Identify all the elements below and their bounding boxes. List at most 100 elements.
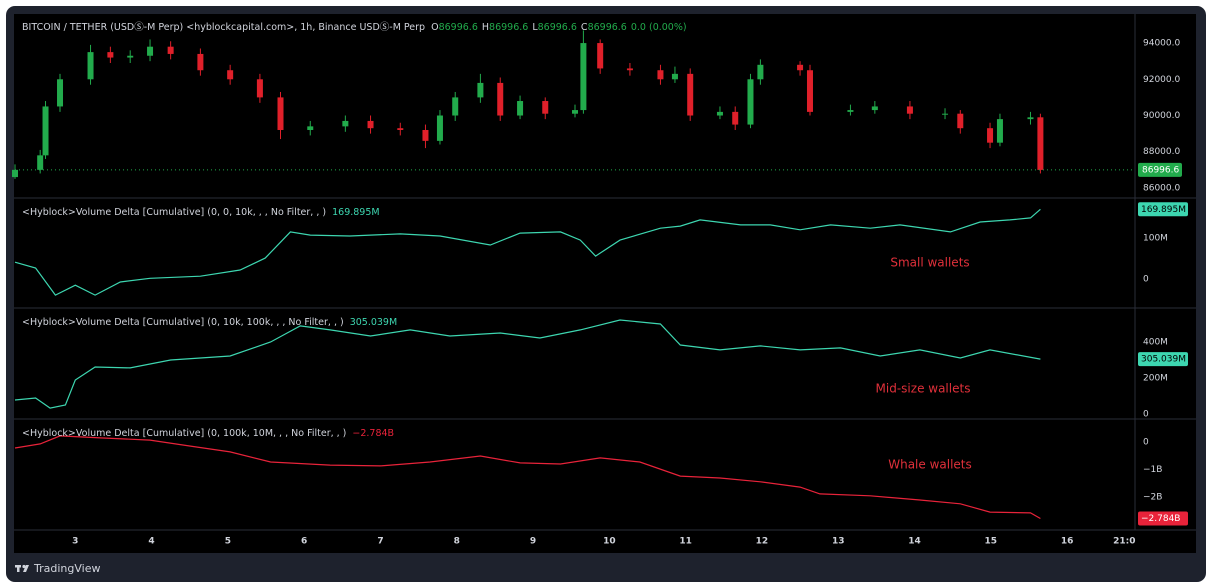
legend-header: BITCOIN / TETHER (USDⓈ-M Perp) <hyblockc… (22, 22, 687, 33)
legend-header: <Hyblock>Volume Delta [Cumulative] (0, 0… (22, 207, 380, 218)
candle-body (797, 64, 804, 71)
legend-value: 305.039M (350, 317, 397, 328)
legend-header: <Hyblock>Volume Delta [Cumulative] (0, 1… (22, 428, 394, 439)
readout-key: L (532, 22, 538, 33)
last-price-label: 86996.6 (1142, 165, 1179, 175)
candle-body (626, 68, 633, 71)
readout-value: 86996.6 (439, 22, 478, 33)
candle-body (996, 119, 1003, 143)
x-tick-label: 15 (985, 537, 998, 547)
candle-body (906, 106, 913, 114)
x-tick-label: 3 (72, 537, 78, 547)
candle-body (397, 128, 404, 130)
candle-body (57, 79, 64, 107)
candle-body (127, 55, 134, 58)
readout-value: 86996.6 (538, 22, 577, 33)
y-tick-label: 100M (1143, 234, 1168, 244)
candle-body (871, 106, 878, 111)
candle-body (197, 53, 204, 71)
brand-logo (15, 564, 29, 572)
candle-body (657, 70, 664, 80)
candle-body (12, 169, 18, 178)
y-tick-label: 88000.0 (1143, 147, 1180, 157)
candle-body (107, 52, 114, 58)
candle-body (987, 128, 994, 143)
last-value-box (1138, 202, 1188, 217)
y-tick-label: 0 (1143, 410, 1149, 420)
chart-area (14, 14, 1196, 553)
last-price-box (1138, 162, 1182, 177)
legend-value: −2.784B (352, 428, 394, 439)
candle-body (687, 73, 694, 116)
annotation: Small wallets (890, 256, 969, 270)
x-tick-label: 13 (832, 537, 845, 547)
x-tick-label: 12 (756, 537, 769, 547)
legend-header: <Hyblock>Volume Delta [Cumulative] (0, 1… (22, 317, 397, 328)
readout-change: 0.0 (0.00%) (631, 22, 687, 33)
candle-body (942, 113, 949, 115)
readout-value: 86996.6 (588, 22, 627, 33)
series-line (14, 435, 1041, 520)
candle-body (42, 106, 49, 156)
legend-title: BITCOIN / TETHER (USDⓈ-M Perp) <hyblockc… (22, 22, 425, 33)
last-value-label: 169.895M (1141, 205, 1186, 215)
y-tick-label: 90000.0 (1143, 111, 1180, 121)
annotation: Whale wallets (888, 458, 972, 472)
series-line (14, 208, 1041, 296)
candle-body (580, 43, 587, 111)
readout-key: O (431, 22, 438, 33)
series-line (14, 319, 1041, 409)
y-tick-label: −1B (1143, 465, 1162, 475)
candle-body (307, 126, 314, 130)
x-tick-label: 9 (530, 537, 536, 547)
y-tick-label: 0 (1143, 437, 1149, 447)
candle-body (747, 79, 754, 125)
x-tick-label: 6 (301, 537, 307, 547)
readout-value: 86996.6 (489, 22, 528, 33)
candle-body (671, 73, 678, 80)
candle-body (597, 43, 604, 69)
candle-body (716, 111, 723, 116)
annotation: Mid-size wallets (876, 382, 971, 396)
candle-body (256, 79, 263, 98)
x-tick-label: 4 (148, 537, 154, 547)
legend-name: <Hyblock>Volume Delta [Cumulative] (0, 1… (22, 317, 344, 328)
brand-name: TradingView (33, 562, 100, 575)
candle-body (957, 113, 964, 129)
candle-body (572, 110, 578, 114)
x-tick-label: 5 (225, 537, 231, 547)
y-tick-label: −2B (1143, 492, 1162, 502)
candle-body (37, 155, 44, 170)
last-value-label: 305.039M (1141, 355, 1186, 365)
candle-body (757, 64, 764, 80)
candle-body (542, 101, 549, 114)
x-tick-label: 10 (603, 537, 616, 547)
x-tick-label: 11 (679, 537, 692, 547)
x-tick-label: 14 (908, 537, 921, 547)
candle-body (167, 46, 174, 54)
legend-name: <Hyblock>Volume Delta [Cumulative] (0, 0… (22, 207, 326, 218)
y-tick-label: 92000.0 (1143, 75, 1180, 85)
candle-body (1037, 117, 1044, 170)
last-value-box (1138, 511, 1188, 526)
candle-body (436, 115, 443, 141)
candle-body (227, 70, 234, 80)
y-tick-label: 94000.0 (1143, 39, 1180, 49)
y-tick-label: 0 (1143, 275, 1149, 285)
x-tick-label: 8 (454, 537, 460, 547)
candle-body (732, 111, 739, 125)
candle-body (367, 120, 374, 129)
last-value-label: −2.784B (1141, 514, 1180, 524)
x-tick-label: 16 (1061, 537, 1074, 547)
readout-key: C (581, 22, 588, 33)
candle-body (477, 82, 484, 98)
candle-body (1027, 117, 1034, 120)
candle-body (517, 101, 524, 116)
last-value-box (1138, 352, 1188, 367)
candle-body (277, 97, 284, 130)
y-tick-label: 400M (1143, 337, 1168, 347)
candle-body (452, 97, 459, 116)
candle-body (847, 110, 854, 112)
